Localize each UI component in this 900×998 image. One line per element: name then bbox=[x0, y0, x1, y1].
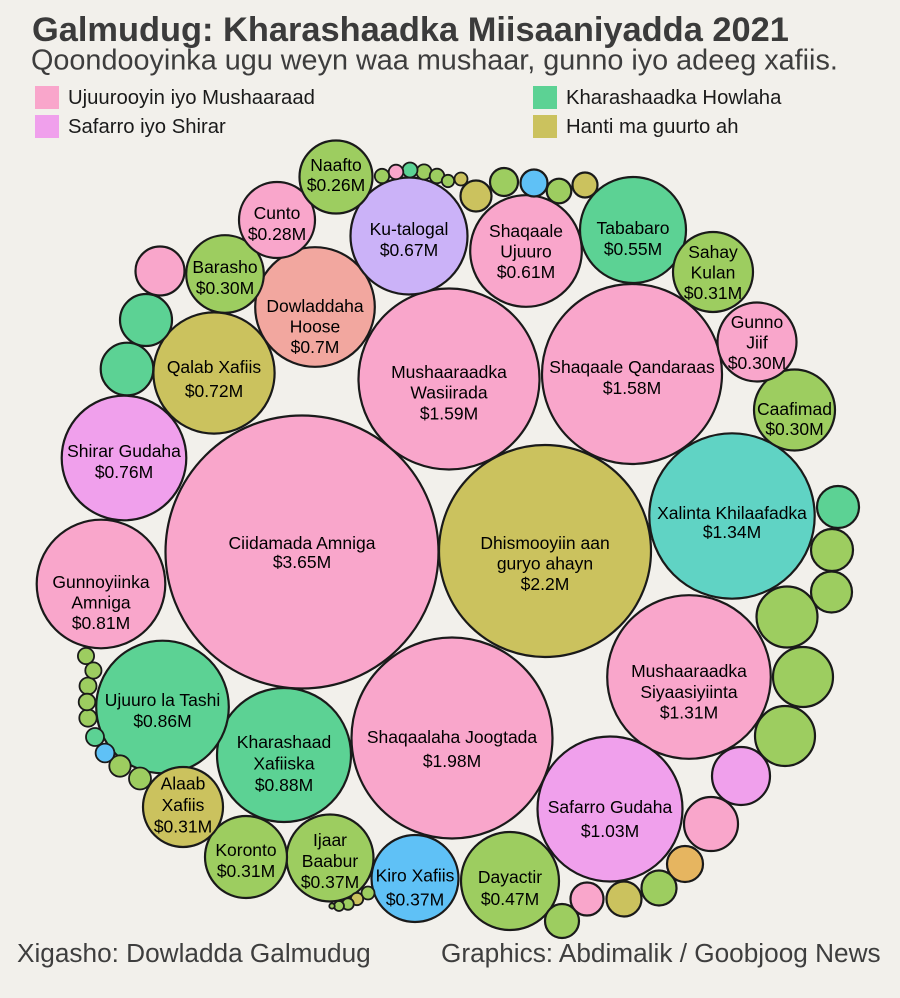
svg-text:Xalinta Khilaafadka: Xalinta Khilaafadka bbox=[657, 503, 807, 523]
svg-text:$1.58M: $1.58M bbox=[603, 378, 661, 398]
svg-text:Xafiis: Xafiis bbox=[162, 795, 205, 815]
svg-text:Barasho: Barasho bbox=[192, 257, 257, 277]
svg-text:$0.88M: $0.88M bbox=[255, 775, 313, 795]
svg-text:Mushaaraadka: Mushaaraadka bbox=[631, 661, 747, 681]
svg-text:Koronto: Koronto bbox=[215, 840, 276, 860]
svg-text:Dhismooyiin aan: Dhismooyiin aan bbox=[480, 533, 609, 553]
svg-text:Baabur: Baabur bbox=[302, 851, 359, 871]
svg-text:Kharashaadka Howlaha: Kharashaadka Howlaha bbox=[566, 87, 782, 109]
svg-text:Ujuuro: Ujuuro bbox=[500, 242, 552, 262]
svg-text:$0.72M: $0.72M bbox=[185, 381, 243, 401]
svg-text:Kharashaad: Kharashaad bbox=[237, 732, 331, 752]
svg-text:$0.47M: $0.47M bbox=[481, 889, 539, 909]
svg-text:Safarro iyo Shirar: Safarro iyo Shirar bbox=[68, 116, 226, 138]
svg-text:Qalab Xafiis: Qalab Xafiis bbox=[167, 357, 262, 377]
svg-text:Galmudug: Kharashaadka Miisaan: Galmudug: Kharashaadka Miisaaniyadda 202… bbox=[32, 11, 789, 49]
svg-text:$0.37M: $0.37M bbox=[386, 890, 444, 910]
svg-text:$0.30M: $0.30M bbox=[728, 353, 786, 373]
svg-text:Ciidamada Amniga: Ciidamada Amniga bbox=[229, 533, 376, 553]
svg-text:$1.59M: $1.59M bbox=[420, 404, 478, 424]
svg-text:$0.30M: $0.30M bbox=[765, 419, 823, 439]
svg-text:Safarro Gudaha: Safarro Gudaha bbox=[548, 797, 673, 817]
svg-text:Graphics: Abdimalik / Goobjoog: Graphics: Abdimalik / Goobjoog News bbox=[441, 938, 881, 968]
svg-text:Hanti ma guurto ah: Hanti ma guurto ah bbox=[566, 116, 739, 138]
svg-text:$1.03M: $1.03M bbox=[581, 821, 639, 841]
svg-text:$0.61M: $0.61M bbox=[497, 262, 555, 282]
svg-text:$3.65M: $3.65M bbox=[273, 552, 331, 572]
svg-text:$0.30M: $0.30M bbox=[196, 278, 254, 298]
svg-text:$0.31M: $0.31M bbox=[217, 861, 275, 881]
svg-text:Hoose: Hoose bbox=[290, 317, 341, 337]
svg-text:$0.86M: $0.86M bbox=[133, 711, 191, 731]
svg-text:$0.31M: $0.31M bbox=[684, 283, 742, 303]
svg-text:Cunto: Cunto bbox=[254, 203, 301, 223]
svg-text:Amniga: Amniga bbox=[71, 593, 131, 613]
svg-text:Kulan: Kulan bbox=[691, 263, 736, 283]
svg-text:$0.28M: $0.28M bbox=[248, 224, 306, 244]
svg-text:$0.81M: $0.81M bbox=[72, 613, 130, 633]
svg-text:Xigasho: Dowladda Galmudug: Xigasho: Dowladda Galmudug bbox=[17, 938, 371, 968]
svg-text:Ku-talogal: Ku-talogal bbox=[370, 219, 449, 239]
svg-text:$1.98M: $1.98M bbox=[423, 751, 481, 771]
svg-text:$1.31M: $1.31M bbox=[660, 703, 718, 723]
svg-text:Dowladdaha: Dowladdaha bbox=[266, 296, 364, 316]
svg-text:Ujuurooyin iyo Mushaaraad: Ujuurooyin iyo Mushaaraad bbox=[68, 87, 315, 109]
svg-text:$0.26M: $0.26M bbox=[307, 175, 365, 195]
svg-text:Naafto: Naafto bbox=[310, 155, 362, 175]
svg-text:Shaqaale Qandaraas: Shaqaale Qandaraas bbox=[549, 357, 715, 377]
svg-text:Alaab: Alaab bbox=[161, 774, 206, 794]
svg-text:guryo ahayn: guryo ahayn bbox=[497, 554, 593, 574]
svg-text:Sahay: Sahay bbox=[688, 242, 738, 262]
svg-text:Ijaar: Ijaar bbox=[313, 830, 347, 850]
svg-text:Shaqaale: Shaqaale bbox=[489, 221, 563, 241]
svg-text:$0.37M: $0.37M bbox=[301, 872, 359, 892]
svg-text:Shirar Gudaha: Shirar Gudaha bbox=[67, 441, 181, 461]
svg-text:Siyaasiyiinta: Siyaasiyiinta bbox=[640, 682, 738, 702]
svg-text:Shaqaalaha Joogtada: Shaqaalaha Joogtada bbox=[367, 727, 538, 747]
svg-text:$0.31M: $0.31M bbox=[154, 817, 212, 837]
svg-text:Tababaro: Tababaro bbox=[597, 218, 670, 238]
svg-text:$0.67M: $0.67M bbox=[380, 240, 438, 260]
svg-text:$0.55M: $0.55M bbox=[604, 239, 662, 259]
svg-text:$0.76M: $0.76M bbox=[95, 462, 153, 482]
svg-text:$2.2M: $2.2M bbox=[521, 574, 570, 594]
svg-text:Caafimad: Caafimad bbox=[757, 399, 832, 419]
svg-text:Kiro Xafiis: Kiro Xafiis bbox=[376, 866, 455, 886]
svg-text:$0.7M: $0.7M bbox=[291, 337, 340, 357]
svg-text:Gunnoyiinka: Gunnoyiinka bbox=[52, 572, 150, 592]
svg-text:Dayactir: Dayactir bbox=[478, 867, 542, 887]
svg-text:Qoondooyinka ugu weyn waa mush: Qoondooyinka ugu weyn waa mushaar, gunno… bbox=[31, 45, 838, 77]
svg-text:Ujuuro la Tashi: Ujuuro la Tashi bbox=[105, 690, 220, 710]
svg-text:Xafiiska: Xafiiska bbox=[253, 754, 315, 774]
svg-text:Mushaaraadka: Mushaaraadka bbox=[391, 362, 507, 382]
svg-text:$1.34M: $1.34M bbox=[703, 522, 761, 542]
svg-text:Wasiirada: Wasiirada bbox=[410, 383, 487, 403]
svg-text:Gunno: Gunno bbox=[731, 312, 784, 332]
svg-text:Jiif: Jiif bbox=[746, 333, 768, 353]
